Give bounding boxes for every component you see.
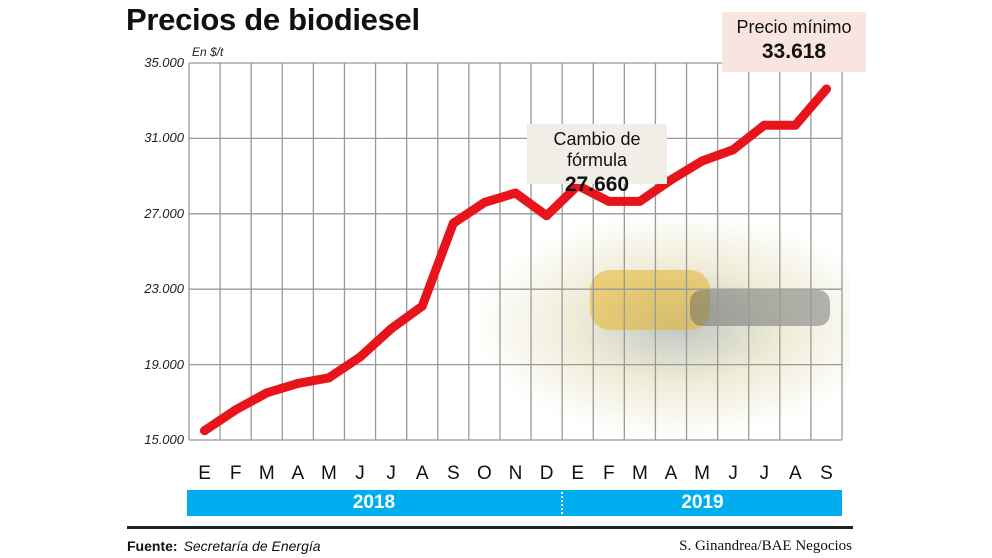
- x-tick-label: J: [386, 463, 396, 484]
- credit: S. Ginandrea/BAE Negocios: [679, 538, 852, 554]
- x-tick-label: F: [229, 463, 242, 484]
- data-point: [293, 378, 303, 388]
- data-point: [479, 197, 489, 207]
- x-tick-label: M: [631, 463, 648, 484]
- annotation-label: Precio mínimo: [736, 17, 852, 37]
- x-tick-label: E: [198, 463, 211, 484]
- data-point: [635, 196, 645, 206]
- annotation-value: 27.660: [564, 173, 630, 196]
- data-point: [262, 388, 272, 398]
- x-tick-label: N: [508, 463, 523, 484]
- source-note: Fuente: Secretaría de Energía: [127, 538, 321, 554]
- x-tick-label: S: [446, 463, 460, 484]
- data-point: [417, 301, 427, 311]
- fuel-nozzle-image: [590, 270, 710, 330]
- year-bar: 2018 2019: [187, 490, 842, 516]
- annotation-value: 33.618: [761, 40, 827, 63]
- y-tick-label: 19.000: [144, 356, 184, 372]
- data-point: [697, 156, 707, 166]
- x-tick-label: M: [694, 463, 710, 484]
- data-point: [604, 196, 614, 206]
- y-tick-label: 35.000: [144, 55, 184, 70]
- data-point: [790, 120, 800, 130]
- x-tick-label: J: [728, 463, 738, 484]
- data-point: [542, 211, 552, 221]
- data-point: [728, 145, 738, 155]
- x-tick-label: E: [571, 463, 585, 484]
- x-tick-label: J: [759, 463, 770, 484]
- annotation-label: Cambio de fórmula: [553, 129, 641, 170]
- data-point: [355, 352, 365, 362]
- data-point: [231, 405, 241, 415]
- x-tick-label: A: [415, 463, 429, 484]
- y-tick-label: 27.000: [144, 205, 184, 221]
- x-tick-label: M: [258, 463, 275, 484]
- data-point: [821, 84, 831, 94]
- chart-title: Precios de biodiesel: [126, 2, 420, 37]
- footer-rule: [127, 526, 853, 529]
- x-tick-label: A: [664, 463, 678, 484]
- data-point: [448, 218, 458, 228]
- annotation-cambio-formula: Cambio de fórmula 27.660: [527, 124, 667, 196]
- source-label: Fuente:: [127, 538, 178, 554]
- year-divider: [561, 492, 563, 514]
- x-tick-label: F: [602, 463, 615, 484]
- data-point: [200, 426, 210, 436]
- x-tick-label: J: [355, 463, 365, 484]
- x-tick-label: M: [321, 463, 337, 484]
- x-tick-label: A: [789, 463, 802, 484]
- source-text: Secretaría de Energía: [183, 538, 321, 554]
- y-tick-label: 23.000: [144, 281, 184, 297]
- y-axis-unit: En $/t: [192, 45, 224, 59]
- y-tick-label: 15.000: [144, 432, 184, 447]
- year-label-2019: 2019: [681, 492, 724, 513]
- x-tick-label: O: [477, 463, 492, 484]
- x-tick-label: A: [291, 463, 305, 484]
- data-point: [511, 188, 520, 198]
- data-point: [759, 120, 769, 130]
- data-point: [324, 373, 334, 383]
- y-tick-label: 31.000: [144, 130, 184, 146]
- x-tick-label: D: [539, 463, 554, 484]
- data-point: [666, 175, 676, 185]
- annotation-precio-minimo: Precio mínimo 33.618: [722, 12, 866, 72]
- fuel-hose-image: [690, 290, 830, 326]
- year-label-2018: 2018: [352, 492, 396, 513]
- x-tick-label: S: [820, 463, 833, 484]
- data-point: [386, 324, 396, 334]
